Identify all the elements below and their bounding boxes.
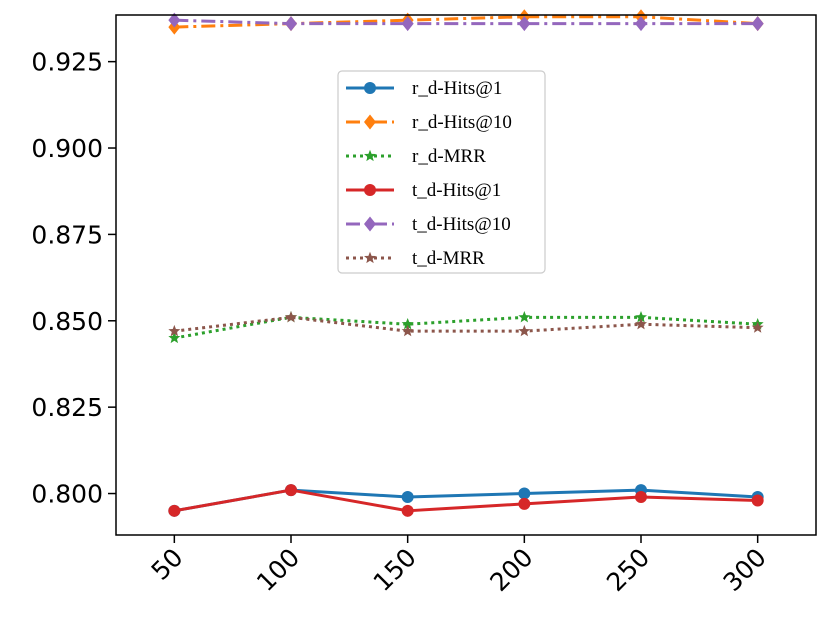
series-t_d-Hits@1 (168, 484, 764, 517)
data-point (518, 497, 531, 510)
y-tick-label: 0.800 (31, 480, 103, 509)
data-point (635, 490, 647, 503)
series-t_d-Hits@10 (168, 12, 764, 32)
x-tick-label: 150 (368, 543, 422, 597)
x-tick-label: 100 (251, 543, 305, 597)
legend-marker (364, 184, 376, 196)
data-point (168, 504, 181, 517)
plot-frame (115, 14, 817, 536)
legend-box (337, 70, 546, 274)
x-tick-label: 250 (601, 543, 655, 597)
legend-marker (364, 82, 376, 94)
legend-label: r_d-Hits@1 (412, 78, 502, 99)
data-point (285, 311, 297, 323)
legend-label: t_d-Hits@10 (412, 214, 511, 235)
data-point (518, 324, 531, 337)
legend-entry: r_d-MRR (346, 146, 486, 167)
data-point (518, 16, 531, 32)
data-point (401, 317, 414, 330)
data-point (635, 317, 647, 330)
data-point (168, 324, 181, 337)
legend-marker (364, 114, 376, 130)
x-tick-label: 200 (484, 543, 538, 597)
plot-layer (168, 9, 764, 517)
series-r_d-MRR (168, 311, 764, 344)
legend-marker (364, 216, 376, 232)
series-line (174, 315, 758, 340)
legend-entry: t_d-MRR (346, 248, 485, 269)
series-t_d-MRR (168, 311, 764, 337)
y-tick-label: 0.875 (31, 220, 103, 249)
data-point (518, 487, 531, 500)
data-point (401, 490, 414, 503)
x-tick-label: 300 (718, 543, 772, 597)
data-point (168, 331, 181, 344)
data-point (751, 494, 764, 507)
legend-label: t_d-Hits@1 (412, 180, 501, 201)
legend: r_d-Hits@1 r_d-Hits@10 r_d-MRR t_d-Hits@1 t_… (337, 70, 546, 274)
data-point (518, 311, 531, 323)
series-r_d-Hits@1 (168, 484, 764, 517)
data-point (635, 311, 647, 323)
data-point (751, 321, 764, 333)
data-point (751, 16, 764, 32)
data-point (285, 484, 297, 497)
y-tick-label: 0.825 (31, 393, 103, 422)
legend-entry: r_d-Hits@10 (346, 112, 512, 133)
y-tick-label: 0.900 (31, 134, 103, 163)
series-line (174, 15, 758, 29)
data-point (401, 324, 414, 337)
x-tick-label: 50 (146, 543, 189, 586)
y-tick-label: 0.925 (31, 48, 103, 77)
series-line (174, 488, 758, 513)
legend-label: r_d-Hits@10 (412, 112, 512, 133)
legend-marker (364, 251, 376, 264)
series-line (174, 18, 758, 26)
legend-entry: r_d-Hits@1 (346, 78, 502, 99)
legend-label: t_d-MRR (412, 248, 485, 269)
data-point (401, 504, 414, 517)
legend-label: r_d-MRR (412, 146, 486, 167)
data-point (168, 12, 181, 28)
data-point (401, 16, 414, 32)
legend-entry: t_d-Hits@1 (346, 180, 501, 201)
y-tick-label: 0.850 (31, 307, 103, 336)
legend-entry: t_d-Hits@10 (346, 214, 511, 235)
legend-marker (364, 149, 376, 162)
data-point (285, 16, 297, 32)
data-point (635, 16, 647, 32)
